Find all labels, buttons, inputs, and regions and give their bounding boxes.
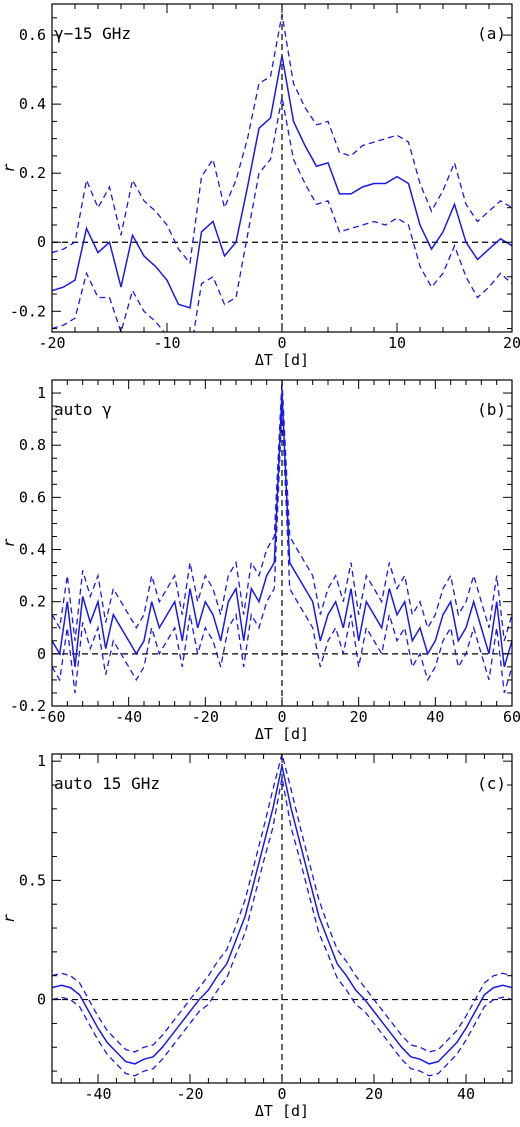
y-tick-label: -0.2 [10,302,46,320]
x-tick-label: 20 [365,1085,383,1103]
x-tick-label: -10 [153,334,180,352]
y-tick-label: 0.5 [19,871,46,889]
y-tick-label: 0.6 [19,488,46,506]
y-tick-label: -0.2 [10,697,46,715]
chart-panel: -60 -40 -20 0 20 40 60 -0.2 0 0.2 0.4 0.6 0.8 1 ΔT [d]… [0,379,520,743]
panel-letter: (a) [477,24,506,43]
y-axis-title: r [0,163,18,172]
series-line-upper-bound [52,14,512,265]
x-tick-label: 20 [503,334,520,352]
series-line-lower-bound [52,406,512,694]
x-tick-label: 60 [503,708,520,726]
series-group [52,380,512,694]
x-tick-label: -20 [176,1085,203,1103]
x-tick-label: -40 [84,1085,111,1103]
x-tick-label: -20 [192,708,219,726]
series-line-lower-bound [52,777,512,1077]
y-axis-title: r [0,914,18,923]
x-tick-label: 20 [350,708,368,726]
y-tick-label: 0 [37,233,46,251]
x-axis-title: ΔT [d] [255,351,309,369]
y-tick-label: 0 [37,645,46,663]
y-axis-title: r [0,538,18,547]
x-tick-label: -60 [38,708,65,726]
series-line-main [52,765,512,1065]
panel-annotation: auto 15 GHz [54,774,160,793]
series-line-lower-bound [52,97,512,332]
y-tick-label: 0.8 [19,436,46,454]
panel-letter: (b) [477,400,506,419]
x-tick-label: -40 [115,708,142,726]
x-tick-label: 0 [277,708,286,726]
x-tick-label: -20 [38,334,65,352]
chart-panel: -40 -20 0 20 40 0 0.5 1 ΔT [d] r auto 15 GHz (c) [0,752,513,1120]
series-group [52,754,512,1077]
y-tick-label: 1 [37,384,46,402]
series-line-main [52,55,512,309]
panel-annotation: auto γ [54,400,112,419]
y-tick-label: 1 [37,752,46,770]
chart-panel: -20 -10 0 10 20 -0.2 0 0.2 0.4 0.6 ΔT [d] r γ−15 GHz… [0,3,520,369]
panel-annotation: γ−15 GHz [54,24,131,43]
x-axis-title: ΔT [d] [255,725,309,743]
y-tick-label: 0.6 [19,26,46,44]
series-group [52,14,512,332]
x-axis-title: ΔT [d] [255,1102,309,1120]
x-tick-label: 40 [457,1085,475,1103]
y-tick-label: 0.2 [19,593,46,611]
y-tick-label: 0.4 [19,95,46,113]
series-line-upper-bound [52,380,512,641]
x-tick-label: 0 [277,1085,286,1103]
panel-letter: (c) [477,774,506,793]
x-tick-label: 40 [426,708,444,726]
x-tick-label: 0 [277,334,286,352]
x-tick-label: 10 [388,334,406,352]
series-line-upper-bound [52,754,512,1053]
y-tick-label: 0.4 [19,541,46,559]
y-tick-label: 0.2 [19,164,46,182]
y-tick-label: 0 [37,991,46,1009]
